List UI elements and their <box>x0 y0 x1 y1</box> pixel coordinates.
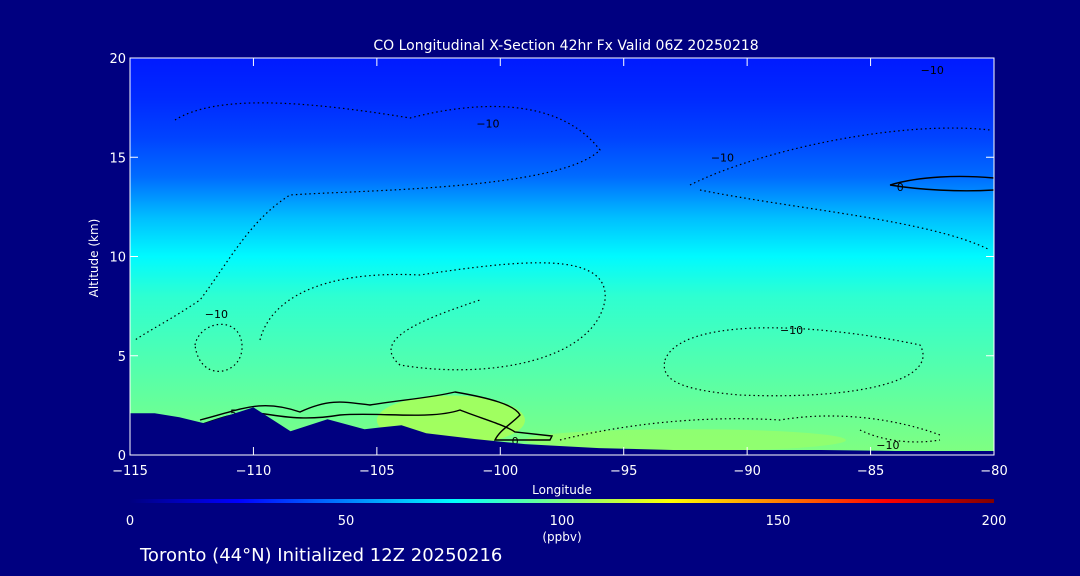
contour-label: −10 <box>205 308 228 321</box>
colorbar-tick-label: 200 <box>982 514 1007 529</box>
y-axis: 0 5 10 15 20 <box>109 52 994 464</box>
contour-dotted-right <box>689 127 991 251</box>
y-tick-label: 15 <box>109 151 126 166</box>
y-axis-label: Altitude (km) <box>87 219 101 298</box>
contour-label: −10 <box>711 151 734 164</box>
terrain <box>130 407 994 455</box>
y-tick-label: 0 <box>118 449 126 464</box>
contour-dotted-middle <box>259 262 606 371</box>
colorbar: 0 50 100 150 200 (ppbv) <box>126 499 1007 544</box>
y-tick-label: 20 <box>109 52 126 67</box>
colorbar-unit: (ppbv) <box>542 530 581 544</box>
contour-dotted-loop-left <box>194 323 243 372</box>
contour-label: 0 <box>897 181 904 194</box>
contour-lines <box>134 102 994 443</box>
x-axis-label: Longitude <box>532 483 592 497</box>
contour-label: −10 <box>780 324 803 337</box>
x-axis: −115 −110 −105 −100 −95 −90 −85 −80 <box>112 58 1008 479</box>
colorbar-tick-label: 150 <box>766 514 791 529</box>
contour-label: −10 <box>876 439 899 452</box>
x-tick-label: −105 <box>359 464 395 479</box>
high-co-region <box>524 429 846 452</box>
x-tick-label: −100 <box>482 464 518 479</box>
x-tick-label: −95 <box>610 464 637 479</box>
colorbar-ticks: 0 50 100 150 200 <box>126 514 1007 529</box>
contour-solid-low <box>199 391 554 441</box>
y-tick-label: 5 <box>118 350 126 365</box>
colorbar-tick-label: 0 <box>126 514 134 529</box>
x-tick-label: −115 <box>112 464 148 479</box>
contour-solid-upper-right <box>889 175 994 192</box>
contour-dotted-lower <box>559 415 941 443</box>
contour-label: −10 <box>476 118 499 131</box>
x-tick-label: −85 <box>857 464 884 479</box>
footer-location: Toronto (44°N) Initialized 12Z 20250216 <box>139 545 502 566</box>
colorbar-bar <box>130 499 994 503</box>
x-tick-label: −80 <box>980 464 1007 479</box>
x-tick-label: −110 <box>236 464 272 479</box>
colorbar-tick-label: 50 <box>338 514 355 529</box>
y-tick-label: 10 <box>109 251 126 266</box>
contour-label: 0 <box>512 435 519 448</box>
x-tick-label: −90 <box>733 464 760 479</box>
plot-area: −10−10−10−10−10−10005 <box>130 58 994 455</box>
contour-label: −10 <box>921 64 944 77</box>
co-field <box>130 58 994 455</box>
colorbar-tick-label: 100 <box>550 514 575 529</box>
chart-title: CO Longitudinal X-Section 42hr Fx Valid … <box>373 38 758 54</box>
